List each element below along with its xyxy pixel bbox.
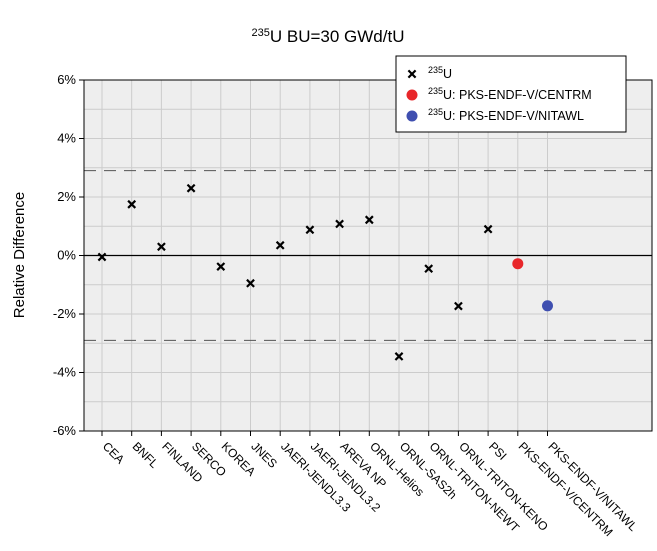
legend-entry-name: U (443, 67, 452, 81)
y-tick-label: -4% (53, 365, 77, 380)
data-point-x (305, 225, 315, 235)
x-marker-stroke (275, 240, 285, 250)
legend-marker-circle (406, 110, 418, 122)
x-marker-stroke (127, 199, 137, 209)
x-marker-stroke (424, 264, 434, 274)
x-marker-stroke (216, 262, 226, 271)
y-axis-ticks: 6% 4% 2% 0% -2% -4% -6% (53, 72, 84, 438)
legend-entry-label: 235U: PKS-ENDF-V/NITAWL (428, 107, 584, 123)
data-point-circle (512, 258, 524, 270)
x-marker-stroke (454, 301, 463, 311)
x-marker-stroke (305, 225, 315, 235)
x-marker-stroke (186, 183, 196, 193)
chart-title: 235U BU=30 GWd/tU (252, 27, 405, 46)
data-point-x (127, 199, 137, 209)
y-tick-label: 0% (57, 248, 76, 263)
reference-lines (84, 170, 652, 341)
data-point-x (157, 242, 166, 252)
data-point-x (394, 352, 404, 361)
x-axis-ticks: CEA BNFLFINLANDSERCOKOREAJNESJAERI-JENDL3… (100, 431, 640, 539)
legend-entry-name: U: PKS-ENDF-V/CENTRM (443, 88, 592, 102)
data-point-x (424, 264, 434, 274)
y-tick-label: 2% (57, 189, 76, 204)
x-marker-stroke (407, 69, 417, 79)
y-tick-label: 4% (57, 131, 76, 146)
x-marker-stroke (335, 219, 344, 229)
x-tick-label: PSI (486, 439, 510, 463)
legend-entry-label: 235U: PKS-ENDF-V/CENTRM (428, 86, 592, 102)
data-point-x (97, 252, 107, 262)
x-marker-stroke (97, 252, 107, 262)
legend-marker-x (407, 69, 417, 79)
data-point-x (186, 183, 196, 193)
x-marker-stroke (157, 242, 166, 252)
data-point-circle (542, 300, 553, 312)
chart-title-superscript: 235 (252, 27, 270, 39)
legend-entry-superscript: 235 (428, 65, 443, 75)
y-tick-label: -2% (53, 306, 77, 321)
data-point-x (246, 278, 255, 288)
data-point-x (364, 215, 374, 225)
x-tick-label: BNFL (130, 439, 162, 471)
legend-entry-superscript: 235 (428, 107, 443, 117)
legend-box (395, 55, 627, 133)
data-point-x (216, 262, 226, 271)
y-axis-label: Relative Difference (11, 192, 28, 318)
data-point-x (483, 224, 493, 234)
x-tick-label: CEA (100, 439, 127, 466)
legend-entry-superscript: 235 (428, 86, 443, 96)
legend-marker-circle (406, 89, 418, 101)
data-point-x (275, 240, 285, 250)
legend-entry-label: 235U (428, 65, 452, 81)
x-marker-stroke (483, 224, 493, 234)
legend-entry-name: U: PKS-ENDF-V/NITAWL (443, 109, 584, 123)
y-tick-label: 6% (57, 72, 76, 87)
chart-title-main: U BU=30 GWd/tU (270, 27, 405, 46)
data-points (97, 183, 553, 361)
x-marker-stroke (246, 278, 255, 288)
y-tick-label: -6% (53, 423, 77, 438)
x-marker-stroke (364, 215, 374, 225)
x-marker-stroke (394, 352, 404, 361)
data-point-x (335, 219, 344, 229)
data-point-x (454, 301, 463, 311)
